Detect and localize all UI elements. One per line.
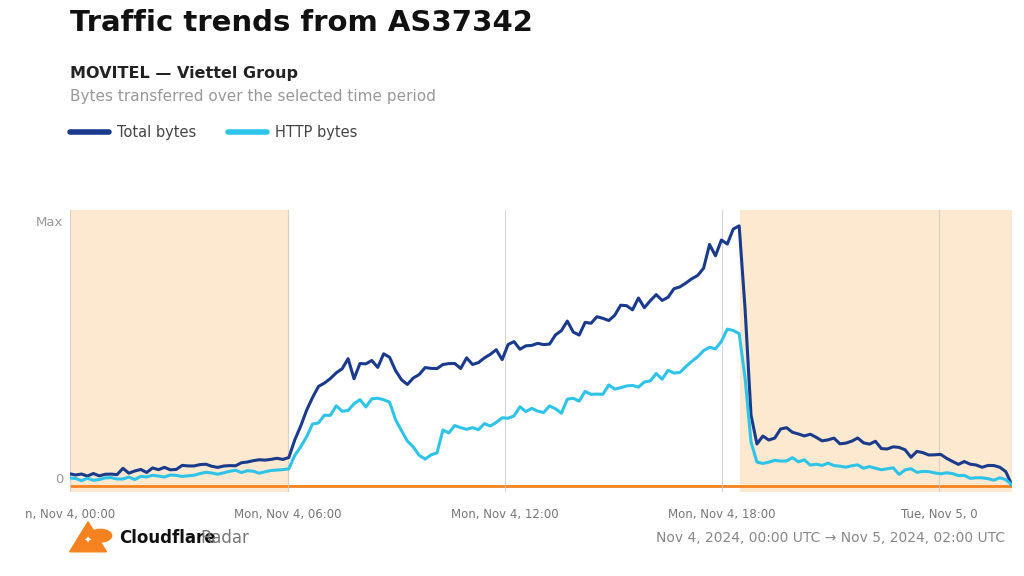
Text: Mon, Nov 4, 18:00: Mon, Nov 4, 18:00 xyxy=(668,508,775,521)
Text: Radar: Radar xyxy=(201,529,250,547)
Text: Nov 4, 2024, 00:00 UTC → Nov 5, 2024, 02:00 UTC: Nov 4, 2024, 00:00 UTC → Nov 5, 2024, 02… xyxy=(656,531,1006,545)
Text: Max: Max xyxy=(36,216,63,229)
Text: Cloudflare: Cloudflare xyxy=(119,529,215,547)
Text: MOVITEL — Viettel Group: MOVITEL — Viettel Group xyxy=(70,66,298,81)
Text: Bytes transferred over the selected time period: Bytes transferred over the selected time… xyxy=(70,89,435,104)
Text: Traffic trends from AS37342: Traffic trends from AS37342 xyxy=(70,9,532,37)
Text: Mon, Nov 4, 12:00: Mon, Nov 4, 12:00 xyxy=(451,508,559,521)
Text: 0: 0 xyxy=(54,473,63,486)
Text: HTTP bytes: HTTP bytes xyxy=(275,125,357,140)
Text: ✦: ✦ xyxy=(84,535,92,545)
Text: n, Nov 4, 00:00: n, Nov 4, 00:00 xyxy=(25,508,115,521)
Bar xyxy=(740,210,1012,492)
Text: Total bytes: Total bytes xyxy=(117,125,196,140)
Bar xyxy=(70,210,288,492)
Text: Mon, Nov 4, 06:00: Mon, Nov 4, 06:00 xyxy=(234,508,342,521)
Text: Tue, Nov 5, 0: Tue, Nov 5, 0 xyxy=(901,508,978,521)
